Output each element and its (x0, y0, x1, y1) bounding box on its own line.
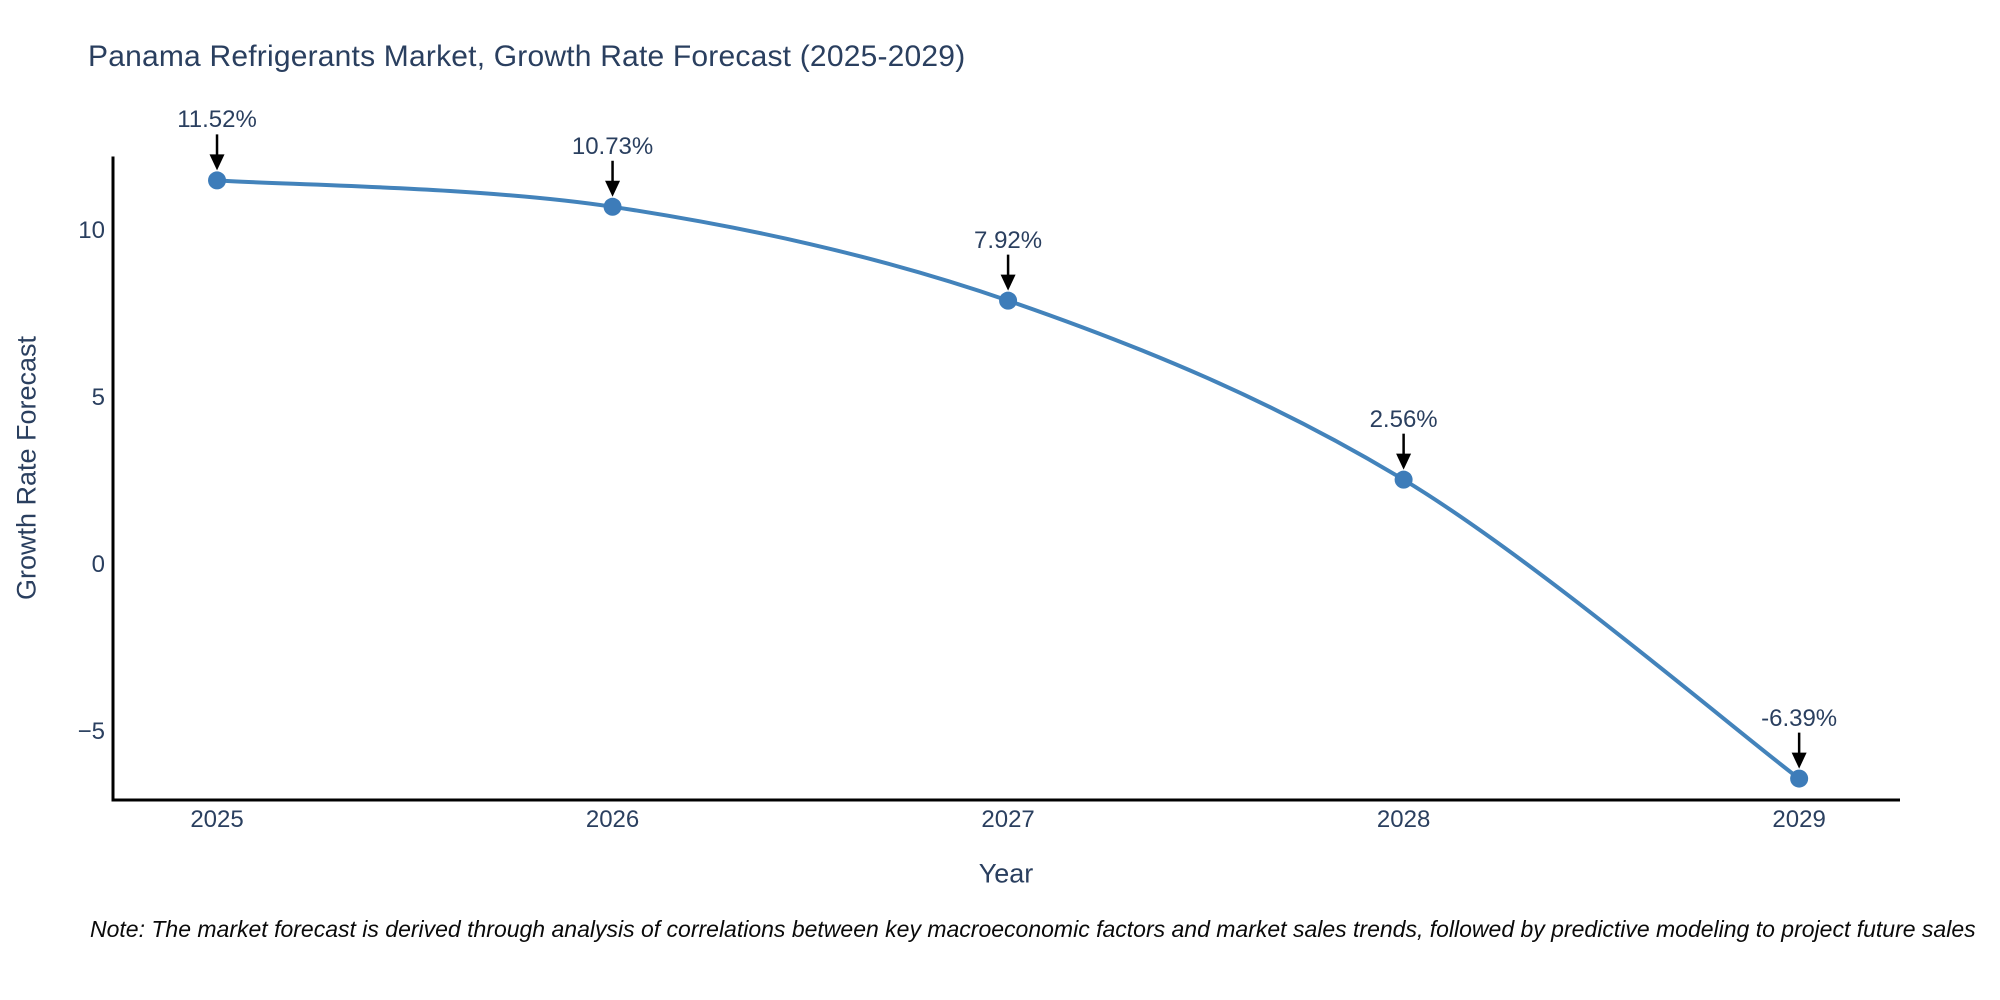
data-point-marker (1790, 769, 1809, 788)
y-tick-label: −5 (77, 718, 105, 746)
y-tick-label: 0 (91, 551, 105, 579)
point-value-label: 11.52% (177, 106, 257, 134)
point-value-label: 2.56% (1369, 405, 1438, 433)
x-tick-label: 2029 (1772, 806, 1826, 833)
chart-title: Panama Refrigerants Market, Growth Rate … (88, 40, 966, 73)
annotation-arrowhead (1000, 274, 1016, 291)
annotation-arrowhead (1791, 752, 1807, 769)
annotation-arrowhead (605, 180, 621, 197)
point-value-label: 7.92% (974, 226, 1043, 254)
data-point-marker (999, 291, 1018, 310)
x-tick-label: 2027 (981, 806, 1035, 833)
y-tick-label: 5 (91, 384, 105, 412)
point-value-label: -6.39% (1761, 704, 1838, 732)
forecast-line (215, 178, 1802, 781)
data-point-marker (208, 171, 227, 190)
y-axis-title: Growth Rate Forecast (11, 335, 42, 601)
data-point-marker (1394, 470, 1413, 489)
point-value-label: 10.73% (571, 132, 654, 160)
data-point-marker (603, 197, 622, 216)
x-tick-label: 2028 (1376, 806, 1431, 833)
y-tick-label: 10 (78, 217, 105, 245)
x-tick-label: 2025 (190, 806, 244, 833)
x-axis-title: Year (978, 858, 1034, 889)
annotation-arrowhead (1396, 453, 1412, 470)
x-tick-label: 2026 (585, 806, 640, 833)
annotation-arrowhead (209, 154, 225, 171)
footnote: Note: The market forecast is derived thr… (90, 916, 1976, 942)
